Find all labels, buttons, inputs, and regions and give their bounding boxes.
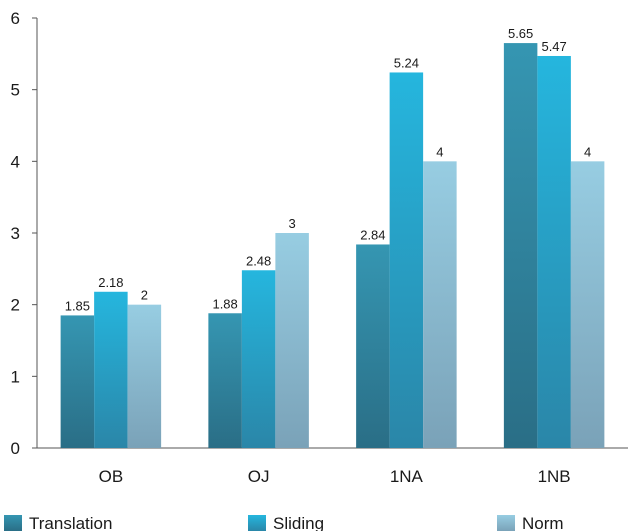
data-label: 5.65 <box>508 26 533 41</box>
bar-norm-1nb <box>570 161 605 449</box>
data-label: 5.47 <box>541 39 566 54</box>
category-label: OB <box>99 467 124 486</box>
bar-translation-oj <box>208 313 242 448</box>
legend-label: Sliding <box>273 514 324 531</box>
y-tick-label: 6 <box>11 9 20 28</box>
legend-swatch <box>497 515 515 531</box>
bar-norm-1na <box>423 161 457 449</box>
data-label: 2.84 <box>360 227 385 242</box>
category-label: 1NB <box>538 467 571 486</box>
data-label: 2 <box>141 288 148 303</box>
y-tick-label: 0 <box>11 439 20 458</box>
category-label: 1NA <box>390 467 424 486</box>
bar-sliding-oj <box>241 270 276 448</box>
bar-translation-1nb <box>503 43 538 448</box>
legend-swatch <box>4 515 22 531</box>
bars <box>60 43 605 449</box>
bar-translation-1na <box>356 244 390 448</box>
data-label: 1.85 <box>65 298 90 313</box>
y-tick-label: 2 <box>11 296 20 315</box>
y-ticks: 0 1 2 3 4 5 6 <box>11 9 37 458</box>
bar-translation-ob <box>60 315 95 448</box>
legend: Translation Sliding Norm <box>4 514 564 531</box>
y-tick-label: 1 <box>11 367 20 386</box>
bar-norm-ob <box>127 304 162 448</box>
data-label: 3 <box>289 216 296 231</box>
data-label: 4 <box>584 144 591 159</box>
data-label: 4 <box>436 144 443 159</box>
data-label: 2.18 <box>98 275 123 290</box>
category-label: OJ <box>248 467 270 486</box>
y-tick-label: 5 <box>11 81 20 100</box>
category-labels: OB OJ 1NA 1NB <box>99 467 571 486</box>
data-label: 5.24 <box>394 55 419 70</box>
bar-norm-oj <box>275 233 309 448</box>
bar-sliding-1na <box>389 72 424 448</box>
data-labels: 1.85 2.18 2 1.88 2.48 3 2.84 5.24 4 5.65 5.47 4 <box>65 26 592 313</box>
bar-sliding-1nb <box>537 55 571 448</box>
bar-sliding-ob <box>94 291 128 448</box>
legend-swatch <box>248 515 266 531</box>
y-tick-label: 3 <box>11 224 20 243</box>
data-label: 1.88 <box>212 296 237 311</box>
data-label: 2.48 <box>246 253 271 268</box>
y-tick-label: 4 <box>11 152 20 171</box>
legend-label: Translation <box>29 514 112 531</box>
legend-label: Norm <box>522 514 564 531</box>
